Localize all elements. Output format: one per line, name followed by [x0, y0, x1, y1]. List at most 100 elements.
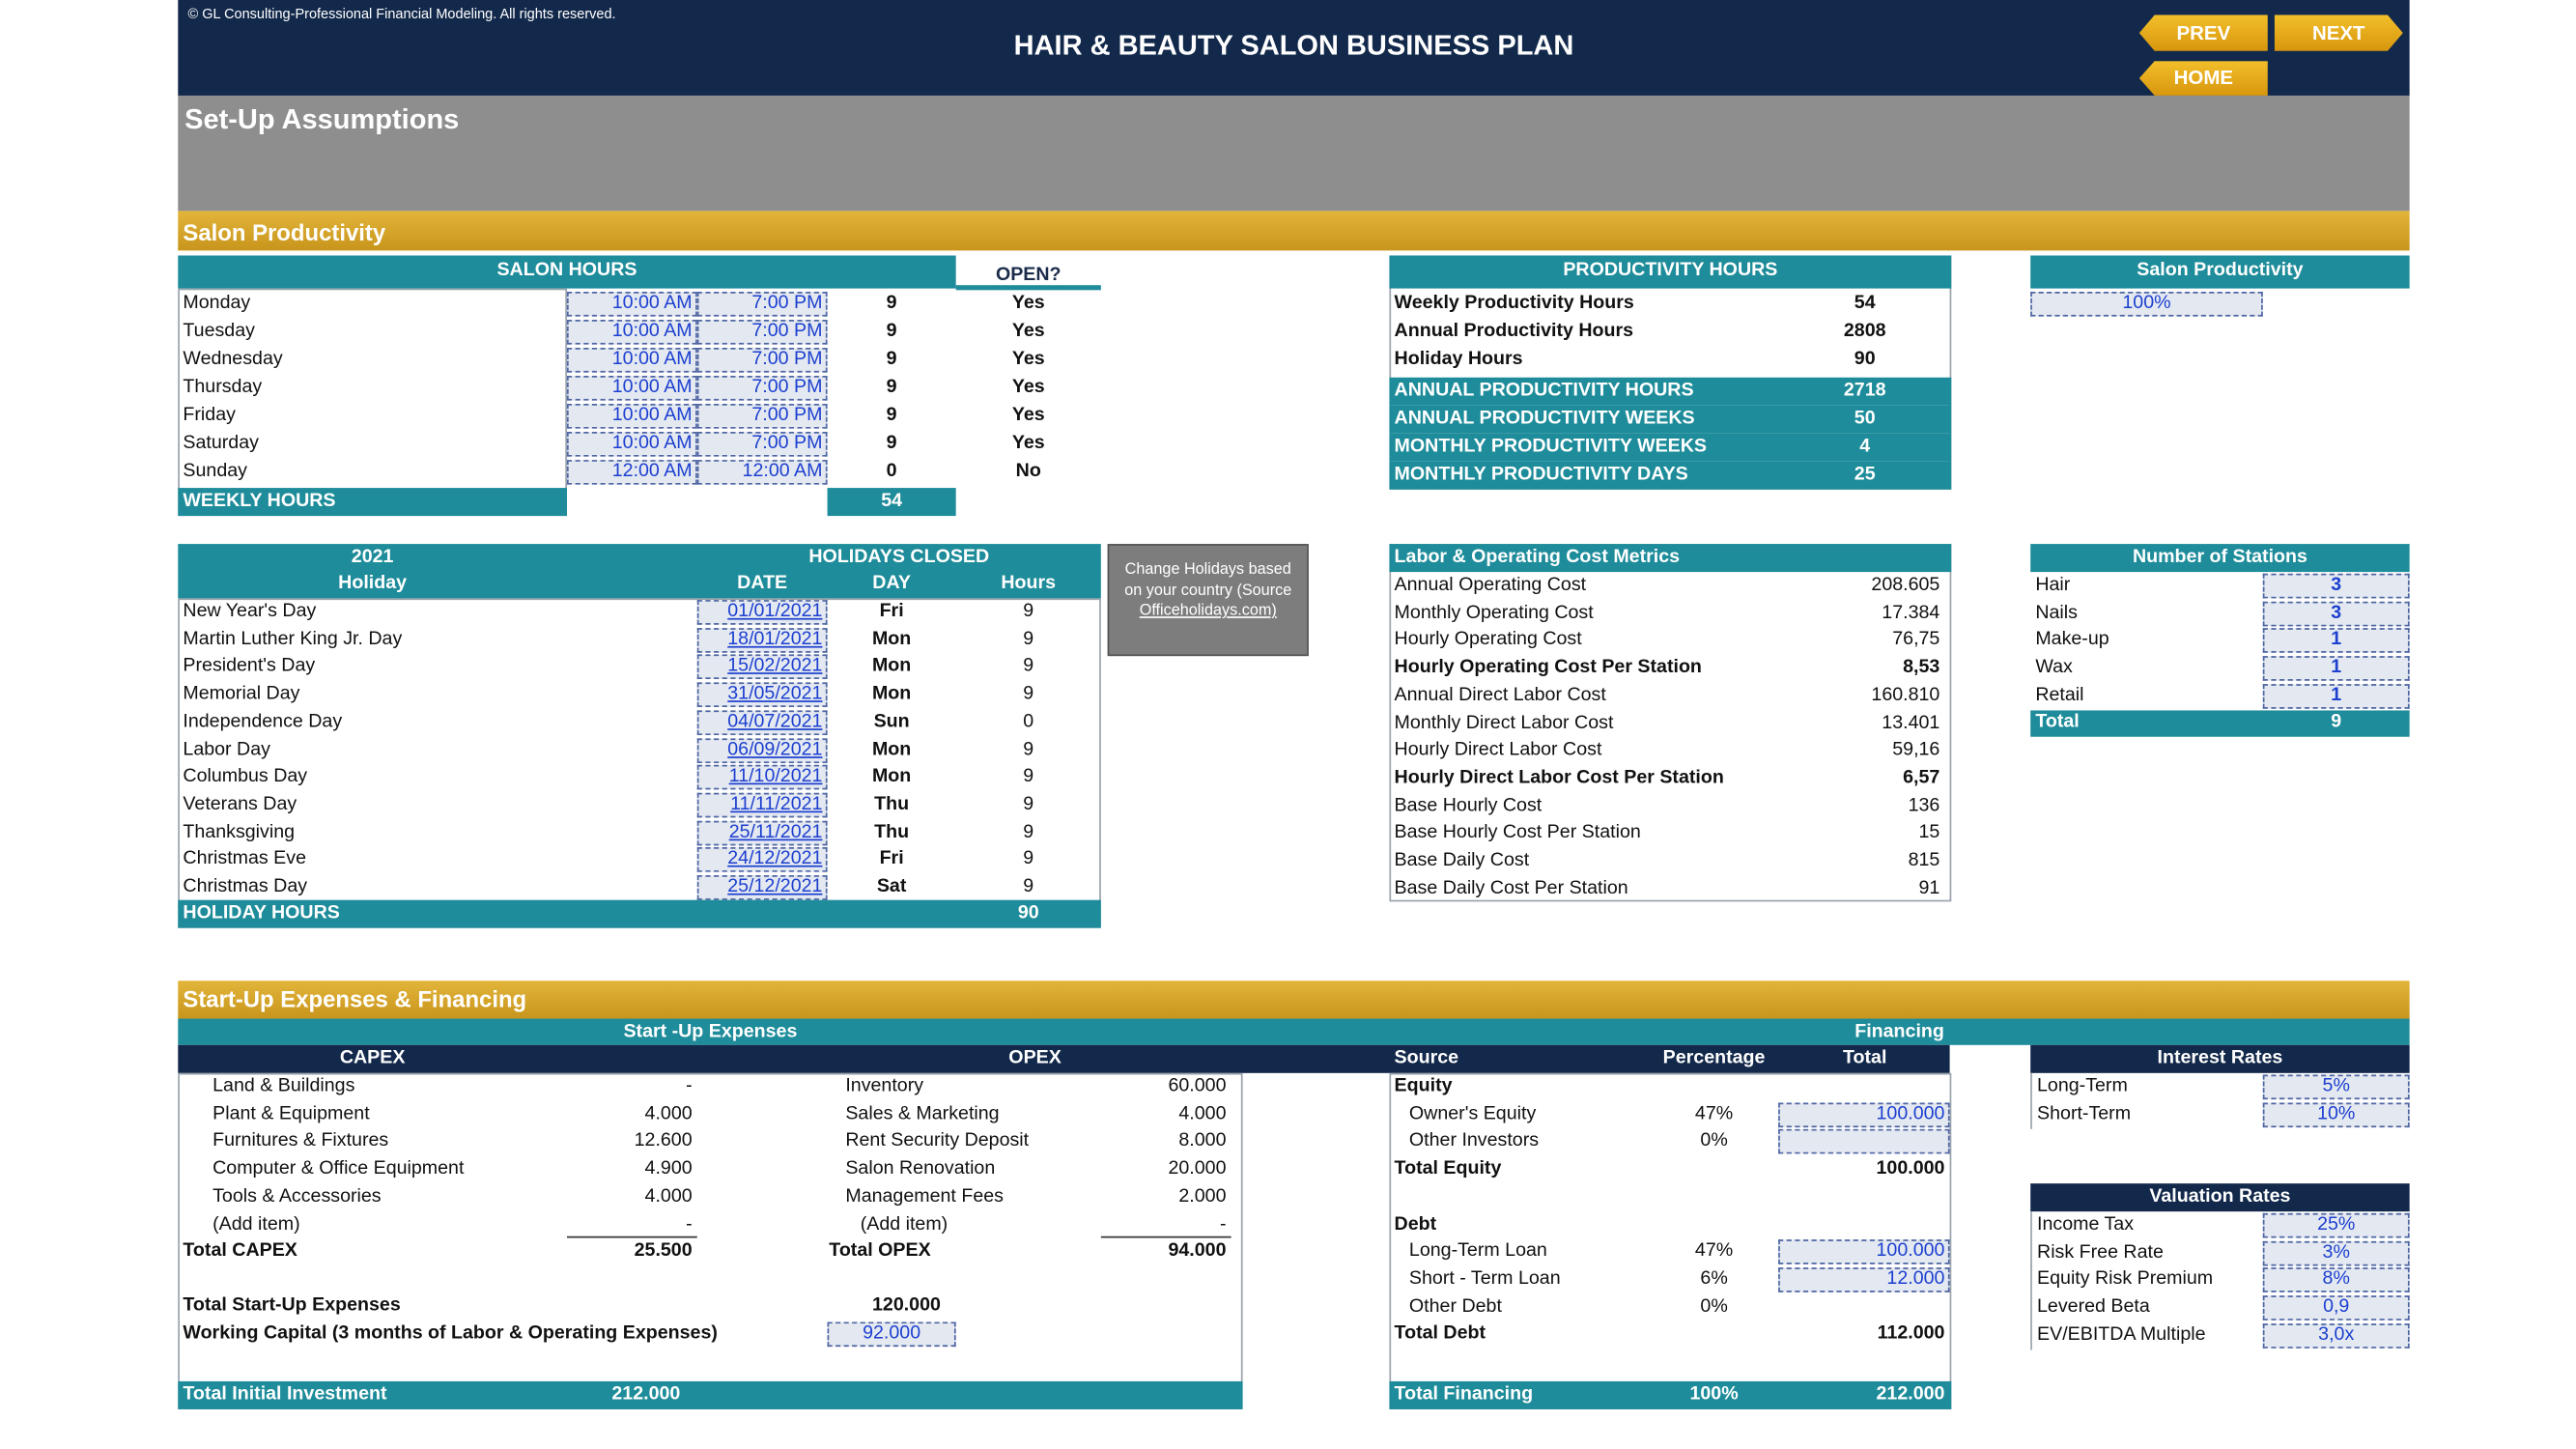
holiday-date: 06/09/2021	[727, 739, 823, 759]
total-label: Total Start-Up Expenses	[183, 1295, 401, 1316]
total-row	[178, 488, 567, 517]
input-cell	[2262, 1212, 2410, 1238]
item-label: Plant & Equipment	[212, 1103, 370, 1124]
metric-value: 90	[1854, 349, 1876, 370]
section-bar	[178, 211, 2410, 251]
holiday-date: 15/02/2021	[727, 656, 823, 677]
financing-label: Other Investors	[1408, 1131, 1540, 1151]
metric-value: 13.401	[1882, 712, 1940, 733]
prev-button[interactable]: PREV	[2138, 14, 2268, 51]
item-value: -	[686, 1213, 693, 1235]
financing-percentage: 0%	[1700, 1296, 1728, 1317]
input-cell	[696, 432, 828, 457]
input-cell	[696, 737, 828, 763]
input-cell	[696, 376, 828, 401]
metric-label: Hourly Direct Labor Cost Per Station	[1394, 767, 1724, 788]
rate-value: 3,0x	[2318, 1324, 2355, 1346]
financing-label: Debt	[1394, 1213, 1437, 1235]
holiday-day: Mon	[871, 656, 912, 677]
input-cell	[2262, 1267, 2410, 1293]
section-bar	[178, 980, 2410, 1019]
day-name: Tuesday	[183, 321, 255, 342]
item-label: Salon Renovation	[845, 1158, 996, 1179]
holiday-name: Martin Luther King Jr. Day	[183, 629, 403, 649]
highlight-row	[1389, 461, 1952, 490]
title-band	[178, 95, 2410, 212]
total-label: HOLIDAY HOURS	[183, 903, 340, 923]
total-row	[178, 1380, 1243, 1409]
metric-label: Annual Direct Labor Cost	[1394, 685, 1606, 705]
input-cell	[2262, 628, 2410, 654]
holiday-hours: 9	[1023, 739, 1034, 759]
metric-label: Hourly Operating Cost Per Station	[1394, 657, 1702, 678]
item-label: Tools & Accessories	[212, 1186, 382, 1207]
metric-value: 136	[1908, 795, 1940, 815]
open-time: 10:00 AM	[611, 321, 693, 342]
item-value: 12.600	[634, 1131, 693, 1151]
financing-total: 100.000	[1876, 1158, 1945, 1179]
holiday-name: Christmas Day	[183, 876, 308, 897]
rate-label: EV/EBITDA Multiple	[2030, 1321, 2263, 1350]
financing-total: 112.000	[1877, 1323, 1945, 1345]
note-text: Change Holidays based on your country (S…	[1124, 560, 1292, 600]
metric-value: 50	[1854, 409, 1876, 429]
holiday-hours: 0	[1023, 711, 1034, 732]
station-count: 1	[2331, 685, 2342, 705]
day-name: Thursday	[183, 377, 263, 398]
item-value: -	[686, 1076, 693, 1096]
open-time: 10:00 AM	[611, 293, 693, 314]
total-value: 54	[881, 491, 903, 511]
holiday-hours: 9	[1023, 766, 1034, 787]
input-cell	[566, 292, 697, 317]
total-label: Total Initial Investment	[183, 1384, 387, 1405]
metric-label: Holiday Hours	[1394, 349, 1523, 370]
hours: 9	[886, 321, 897, 342]
open-time: 12:00 AM	[611, 461, 693, 482]
item-label: Inventory	[845, 1076, 924, 1096]
input-cell	[566, 460, 697, 485]
financing-percentage: 0%	[1700, 1131, 1728, 1151]
day-name: Sunday	[183, 461, 247, 482]
next-button[interactable]: NEXT	[2274, 14, 2403, 51]
metric-label: Monthly Direct Labor Cost	[1394, 712, 1614, 733]
metric-value: 59,16	[1892, 740, 1940, 760]
item-value: 2.000	[1178, 1186, 1227, 1207]
input-cell	[696, 765, 828, 790]
home-button[interactable]: HOME	[2138, 61, 2268, 96]
input-cell	[566, 348, 697, 373]
rate-value: 3%	[2322, 1242, 2350, 1263]
rate-label: Levered Beta	[2030, 1293, 2263, 1322]
column-header: HOLIDAYS CLOSED	[808, 547, 990, 567]
page-header-title: HAIR & BEAUTY SALON BUSINESS PLAN	[1013, 29, 1574, 62]
hours: 9	[886, 377, 897, 398]
financing-label: Long-Term Loan	[1408, 1241, 1547, 1262]
station-label: Retail	[2035, 685, 2084, 705]
metric-label: Annual Productivity Hours	[1394, 321, 1634, 342]
item-value: 4.000	[644, 1103, 693, 1124]
total-label: Total Financing	[1394, 1384, 1534, 1405]
metric-label: Hourly Direct Labor Cost	[1394, 740, 1602, 760]
holiday-day: Fri	[879, 601, 904, 622]
holiday-hours: 9	[1023, 849, 1034, 869]
day-name: Wednesday	[183, 349, 283, 370]
holiday-hours: 9	[1023, 794, 1034, 814]
financing-label: Owner's Equity	[1408, 1103, 1537, 1124]
holiday-hours: 9	[1023, 876, 1034, 897]
rate-label: Risk Free Rate	[2030, 1238, 2263, 1267]
metric-label: ANNUAL PRODUCTIVITY HOURS	[1394, 381, 1694, 401]
input-cell	[696, 404, 828, 429]
total-row	[178, 899, 1101, 928]
open-flag: No	[1015, 461, 1041, 482]
holiday-date: 04/07/2021	[727, 711, 823, 732]
rate-label: Long-Term	[2030, 1072, 2263, 1101]
item-value: 4.000	[1178, 1103, 1227, 1124]
total-value: 212.000	[611, 1384, 681, 1405]
holiday-name: President's Day	[183, 656, 316, 677]
total-value: 94.000	[1168, 1240, 1227, 1262]
station-label: Nails	[2035, 602, 2078, 623]
input-cell	[566, 432, 697, 457]
total-row	[827, 488, 956, 517]
input-cell	[2030, 292, 2263, 317]
financing-label: Short - Term Loan	[1408, 1268, 1561, 1290]
input-cell	[1778, 1239, 1950, 1265]
